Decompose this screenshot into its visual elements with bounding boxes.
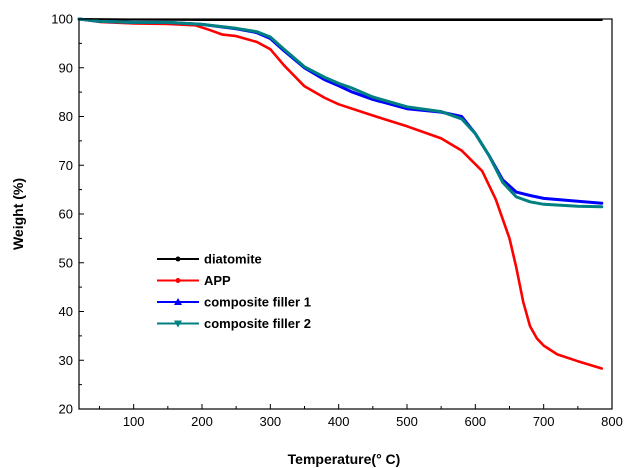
y-tick-label: 40 bbox=[59, 304, 73, 319]
y-tick-label: 100 bbox=[51, 12, 73, 27]
legend: diatomite APP composite filler 1 composite … bbox=[157, 252, 311, 331]
x-tick-label: 700 bbox=[533, 414, 555, 429]
legend-label: APP bbox=[204, 273, 231, 288]
legend-marker bbox=[174, 320, 182, 328]
series-line-1 bbox=[78, 18, 603, 21]
x-axis-label: Temperature(° C) bbox=[288, 451, 401, 467]
legend-marker bbox=[174, 298, 182, 305]
x-tick-label: 600 bbox=[464, 414, 486, 429]
x-tick-label: 100 bbox=[123, 414, 145, 429]
y-tick-label: 90 bbox=[59, 60, 73, 75]
series-line-4 bbox=[77, 17, 604, 209]
legend-label: diatomite bbox=[204, 252, 262, 267]
y-tick-label: 60 bbox=[59, 207, 73, 222]
legend-label: composite filler 2 bbox=[204, 316, 311, 331]
x-tick-label: 800 bbox=[601, 414, 623, 429]
x-tick-label: 200 bbox=[191, 414, 213, 429]
x-tick-label: 400 bbox=[328, 414, 350, 429]
y-tick-label: 20 bbox=[59, 402, 73, 417]
y-tick-label: 70 bbox=[59, 158, 73, 173]
y-axis-label: Weight (%) bbox=[10, 178, 26, 250]
legend-marker bbox=[175, 278, 181, 283]
y-tick-label: 80 bbox=[59, 109, 73, 124]
axis-ticks: 100 200 300 400 500 600 700 800 20 30 40 50 60 70 80 90… bbox=[51, 12, 623, 430]
series-line-3 bbox=[77, 17, 604, 205]
plot-lines bbox=[77, 17, 604, 370]
y-tick-label: 30 bbox=[59, 353, 73, 368]
x-tick-label: 300 bbox=[259, 414, 281, 429]
plot-frame bbox=[78, 18, 613, 410]
legend-label: composite filler 1 bbox=[204, 295, 311, 310]
y-tick-label: 50 bbox=[59, 255, 73, 270]
legend-marker bbox=[175, 256, 181, 262]
x-tick-label: 500 bbox=[396, 414, 418, 429]
series-line-2 bbox=[77, 17, 604, 370]
